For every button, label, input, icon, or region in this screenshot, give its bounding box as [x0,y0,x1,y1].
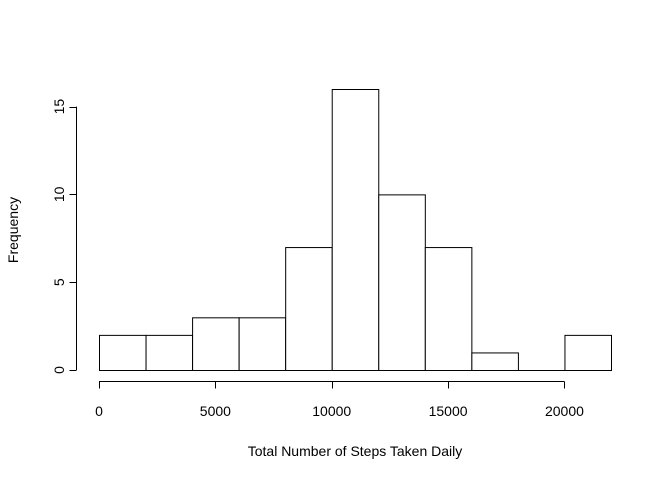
x-axis-title: Total Number of Steps Taken Daily [248,443,463,459]
x-tick-label-2: 10000 [312,403,351,419]
y-tick-label-0: 0 [51,366,67,374]
histogram-bar-10 [564,334,612,371]
x-tick-label-4: 20000 [545,403,584,419]
histogram-bars [99,89,612,371]
histogram-bar-8 [471,352,519,371]
y-tick-label-2: 10 [51,186,67,202]
x-tick-label-3: 15000 [429,403,468,419]
histogram-bar-1 [145,334,194,371]
y-axis: 0 5 10 15 [51,99,77,374]
y-tick-label-1: 5 [51,278,67,286]
histogram-bar-2 [192,317,240,371]
x-tick-label-0: 0 [95,403,103,419]
histogram-bar-7 [424,247,473,371]
histogram-bar-4 [285,247,333,371]
x-axis: 0 5000 10000 15000 20000 [95,381,584,419]
histogram-bar-5 [331,89,380,371]
histogram-bar-3 [238,317,287,371]
y-tick-label-3: 15 [51,99,67,115]
histogram-bar-0 [99,334,147,371]
x-tick-label-1: 5000 [200,403,231,419]
y-axis-title: Frequency [5,197,21,263]
histogram-bar-6 [378,194,426,371]
